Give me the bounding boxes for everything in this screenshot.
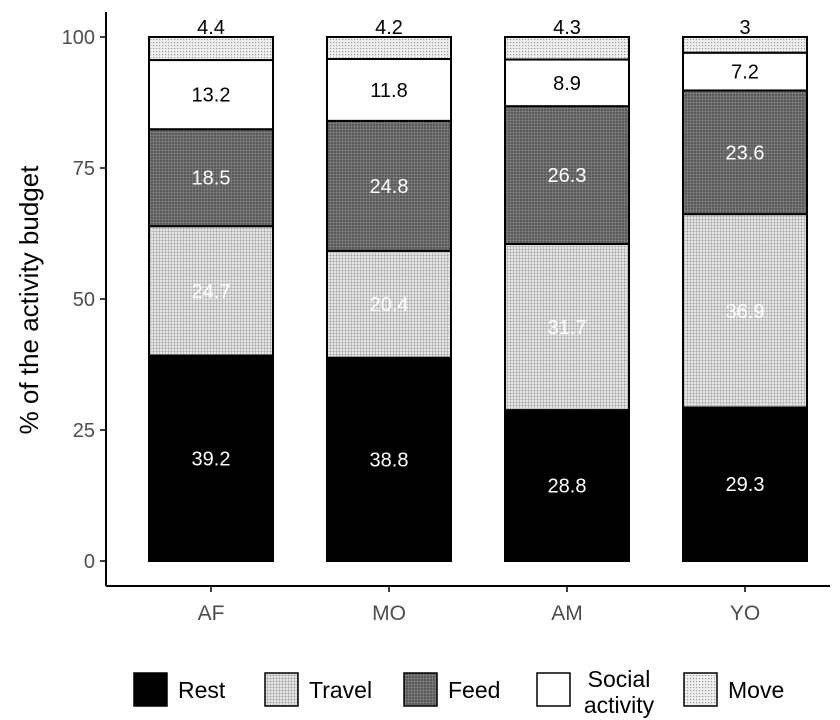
bar-segment-feed [326,119,452,252]
legend-label: Travel [309,677,372,703]
bar-segment-move [326,36,452,61]
y-tick-label: 75 [73,158,95,180]
x-tick-label: YO [730,602,760,625]
bar-segment-rest [682,406,808,562]
value-label: 3 [739,17,750,39]
bars [148,36,808,563]
x-tick-label: AF [198,602,225,625]
bar-segment-move [148,36,274,62]
value-label: 11.8 [370,80,407,102]
bar-segment-social-activity [148,59,274,131]
value-label: 24.7 [192,281,231,303]
bar-segment-travel [504,242,630,412]
value-label: 29.3 [726,474,765,496]
value-label: 18.5 [192,168,231,190]
value-label: 20.4 [370,294,409,316]
bar-segment-travel [326,249,452,359]
legend-key-rest [133,672,168,707]
legend-label: Feed [448,677,500,703]
value-label: 39.2 [192,448,231,470]
value-label: 23.6 [726,142,765,164]
bar-segment-feed [682,89,808,216]
legend-key-feed [403,672,438,707]
y-tick-label: 25 [73,420,95,442]
legend-label: Rest [178,677,226,703]
value-label: 38.8 [370,449,409,471]
x-tick-label: AM [551,602,583,625]
value-label: 4.3 [553,17,581,39]
bar-segment-rest [148,354,274,563]
value-label: 31.7 [548,317,587,339]
bar-segment-rest [504,409,630,563]
bar-segment-move [504,36,630,61]
y-tick-label: 50 [73,289,95,311]
bar-segment-social-activity [326,58,452,122]
value-label: 28.8 [548,476,587,498]
legend-label: Move [728,677,784,703]
y-axis-title: % of the activity budget [14,165,44,435]
x-tick-label: MO [372,602,406,625]
value-label: 4.2 [375,17,403,39]
value-label: 8.9 [553,73,581,95]
value-label: 7.2 [731,62,759,84]
legend-key-travel [264,672,299,707]
value-labels: 39.2 24.7 18.5 13.2 4.4 38.8 20.4 24.8 11.8 4.2 28… [192,17,765,498]
bar-segment-travel [148,225,274,357]
value-label: 24.8 [370,176,409,198]
legend-label: activity [584,692,655,718]
bar-segment-move [682,36,808,54]
y-tick-label: 100 [62,27,95,49]
value-label: 4.4 [197,17,225,39]
value-label: 13.2 [192,85,231,107]
axes: 0 25 50 75 100 AF MO AM YO [62,12,830,625]
bar-segment-feed [504,105,630,245]
bar-segment-feed [148,128,274,228]
bar-segment-travel [682,213,808,409]
value-label: 26.3 [548,165,587,187]
legend-key-move [683,672,718,707]
y-tick-label: 0 [84,551,95,573]
legend-key-social-activity [536,672,571,707]
legend-label: Social [588,666,651,692]
value-label: 36.9 [726,301,765,323]
bar-segment-social-activity [504,58,630,108]
